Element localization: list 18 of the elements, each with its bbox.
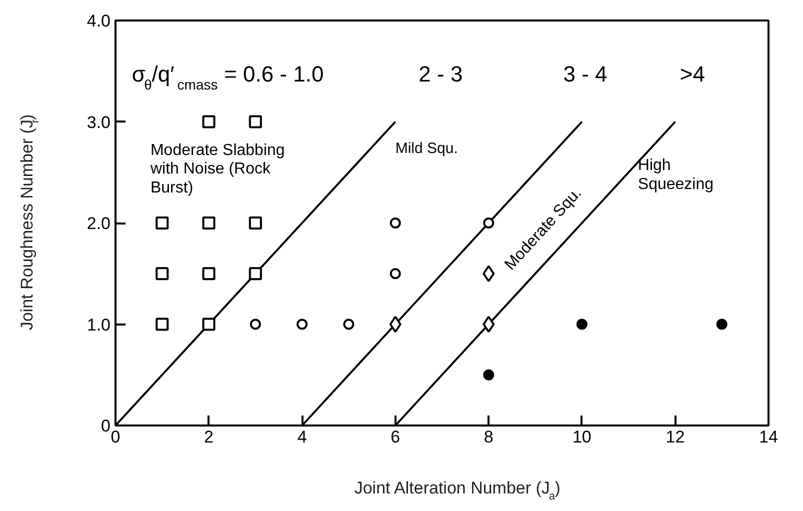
y-axis-title: Joint Roughness Number (Jr) <box>18 114 42 330</box>
annotation: Moderate Slabbing with Noise (Rock Burst) <box>149 142 285 196</box>
annotation: 2 - 3 <box>418 61 463 86</box>
x-tick-label: 12 <box>666 428 685 446</box>
x-tick-label: 10 <box>572 428 592 446</box>
y-tick-label: 1.0 <box>86 315 111 334</box>
y-tick-label: 3.0 <box>86 112 111 132</box>
annotation: High Squeezing <box>638 157 714 193</box>
y-tick-label: 2.0 <box>86 214 111 233</box>
annotation: 3 - 4 <box>563 61 608 86</box>
x-tick-label: 6 <box>390 428 400 446</box>
annotation: Mild Squ. <box>395 140 458 158</box>
x-tick-label: 4 <box>297 428 307 446</box>
y-tick-label: 4.0 <box>86 12 111 30</box>
x-tick-label: 2 <box>204 428 214 446</box>
annotation: >4 <box>680 61 705 86</box>
x-tick-label: 8 <box>484 428 494 446</box>
x-tick-label: 14 <box>759 428 778 446</box>
